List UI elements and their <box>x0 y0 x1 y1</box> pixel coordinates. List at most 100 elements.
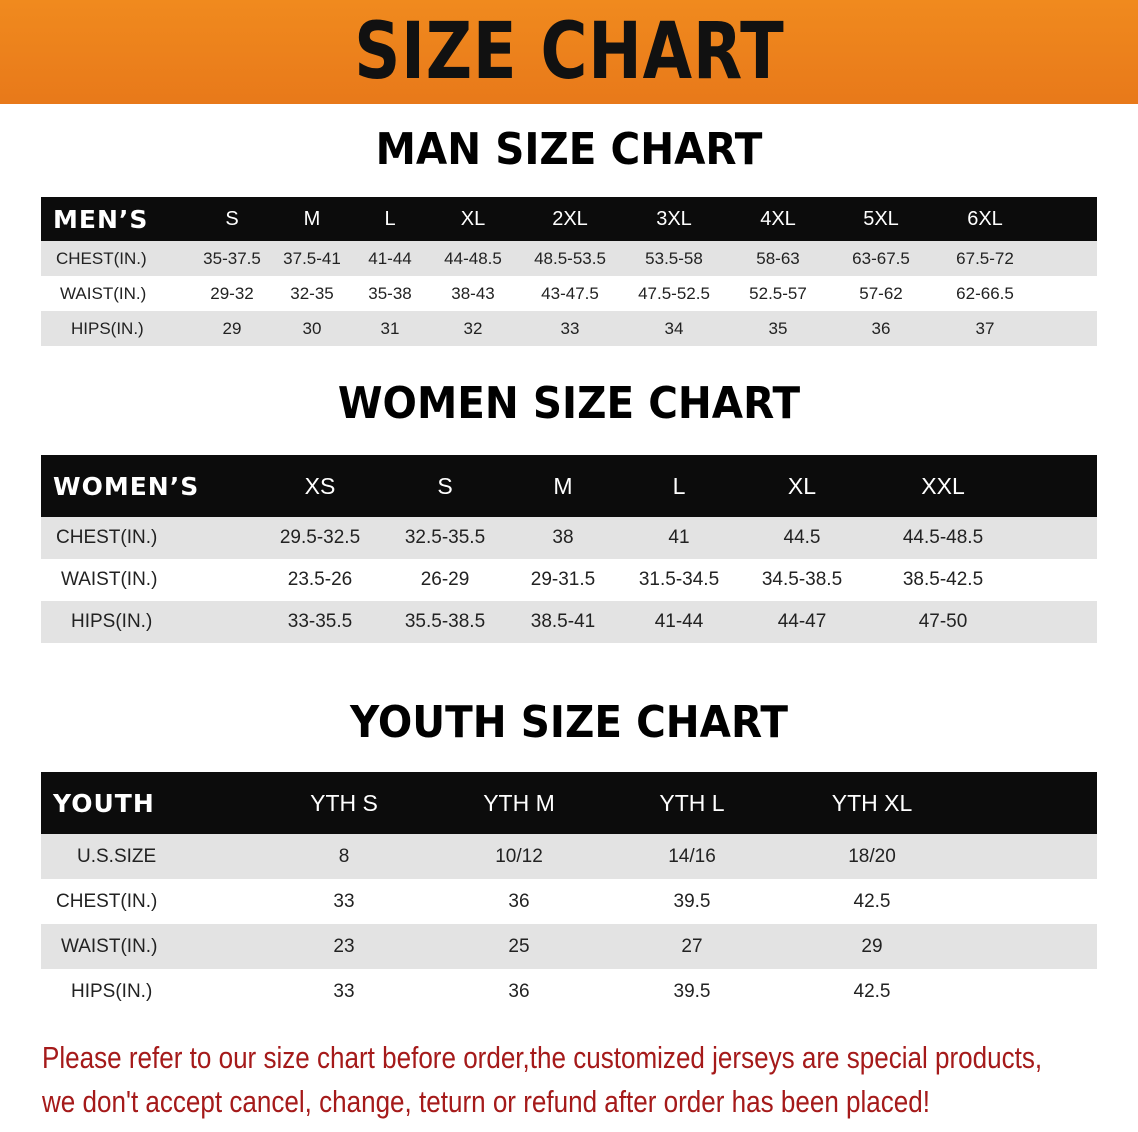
table-cell: 41-44 <box>368 248 412 268</box>
table-cell: 29 <box>861 935 883 957</box>
table-cell: 25 <box>508 935 530 957</box>
table-cell: 42.5 <box>853 890 891 912</box>
table-cell: 44-48.5 <box>444 248 502 268</box>
row-label: HIPS(IN.) <box>71 980 153 1002</box>
table-row: HIPS(IN.) 33 36 39.5 42.5 <box>41 969 1097 1014</box>
table-row: HIPS(IN.) 33-35.5 35.5-38.5 38.5-41 41-44 44-… <box>41 601 1097 643</box>
row-label: U.S.SIZE <box>77 845 157 867</box>
size-header: 4XL <box>760 207 796 230</box>
table-cell: 58-63 <box>756 248 800 268</box>
row-label: WAIST(IN.) <box>60 283 147 303</box>
table-cell: 39.5 <box>673 890 711 912</box>
table-cell: 23.5-26 <box>287 569 353 590</box>
banner: SIZE CHART <box>0 0 1138 104</box>
table-row: WAIST(IN.) 23 25 27 29 <box>41 924 1097 969</box>
size-header: XL <box>460 207 486 230</box>
size-header: S <box>437 472 453 499</box>
row-label: WAIST(IN.) <box>61 569 158 590</box>
table-cell: 41-44 <box>654 611 704 632</box>
table-cell: 41 <box>668 527 690 548</box>
table-cell: 31.5-34.5 <box>638 569 720 590</box>
table-cell: 37.5-41 <box>283 248 341 268</box>
size-header: M <box>553 472 573 499</box>
table-cell: 35 <box>768 318 788 338</box>
header-label: YOUTH <box>53 788 155 818</box>
table-cell: 42.5 <box>853 980 891 1002</box>
table-cell: 30 <box>302 318 322 338</box>
table-cell: 26-29 <box>420 569 470 590</box>
table-cell: 48.5-53.5 <box>534 248 606 268</box>
table-cell: 32-35 <box>290 283 334 303</box>
youth-title: YOUTH SIZE CHART <box>350 697 788 748</box>
size-header: M <box>303 207 321 230</box>
notice-line: we don't accept cancel, change, teturn o… <box>42 1084 931 1119</box>
size-header: XXL <box>921 472 965 499</box>
row-label: HIPS(IN.) <box>71 318 144 338</box>
banner-title: SIZE CHART <box>353 7 785 97</box>
table-cell: 33 <box>333 890 355 912</box>
table-row: HIPS(IN.) 29 30 31 32 33 34 35 36 37 <box>41 311 1097 346</box>
table-header: WOMEN’S XS S M L XL XXL <box>41 455 1097 517</box>
size-header: S <box>225 207 239 230</box>
table-cell: 38 <box>552 527 574 548</box>
header-label: MEN’S <box>53 204 149 234</box>
table-cell: 43-47.5 <box>541 283 599 303</box>
size-header: XS <box>304 472 336 499</box>
table-cell: 44.5-48.5 <box>902 527 984 548</box>
table-cell: 31 <box>380 318 400 338</box>
size-header: YTH M <box>483 789 555 816</box>
table-cell: 10/12 <box>495 845 543 867</box>
men-title: MAN SIZE CHART <box>375 124 763 175</box>
table-row: WAIST(IN.) 23.5-26 26-29 29-31.5 31.5-34.5 34… <box>41 559 1097 601</box>
table-cell: 32 <box>463 318 483 338</box>
table-cell: 62-66.5 <box>956 283 1014 303</box>
row-label: CHEST(IN.) <box>56 248 147 268</box>
size-header: YTH S <box>310 789 378 816</box>
table-cell: 38-43 <box>451 283 495 303</box>
table-cell: 27 <box>681 935 703 957</box>
table-cell: 38.5-42.5 <box>902 569 984 590</box>
size-header: YTH L <box>659 789 725 816</box>
table-cell: 29-32 <box>210 283 254 303</box>
table-cell: 52.5-57 <box>749 283 807 303</box>
size-header: L <box>672 472 686 499</box>
table-cell: 8 <box>338 845 350 867</box>
table-row: CHEST(IN.) 29.5-32.5 32.5-35.5 38 41 44.5 44.5… <box>41 517 1097 559</box>
row-label: HIPS(IN.) <box>71 611 153 632</box>
table-cell: 32.5-35.5 <box>404 527 486 548</box>
table-cell: 34.5-38.5 <box>761 569 843 590</box>
table-cell: 29.5-32.5 <box>279 527 361 548</box>
table-cell: 33-35.5 <box>287 611 353 632</box>
table-row: U.S.SIZE 8 10/12 14/16 18/20 <box>41 834 1097 879</box>
table-cell: 36 <box>871 318 891 338</box>
table-cell: 57-62 <box>859 283 903 303</box>
size-header: YTH XL <box>831 789 913 816</box>
table-row: CHEST(IN.) 33 36 39.5 42.5 <box>41 879 1097 924</box>
table-cell: 39.5 <box>673 980 711 1002</box>
table-cell: 44.5 <box>783 527 821 548</box>
table-row: WAIST(IN.) 29-32 32-35 35-38 38-43 43-47.5 47.… <box>41 276 1097 311</box>
table-cell: 18/20 <box>848 845 896 867</box>
row-label: WAIST(IN.) <box>61 935 158 957</box>
table-cell: 36 <box>508 890 530 912</box>
size-header: 3XL <box>656 207 692 230</box>
table-cell: 33 <box>560 318 580 338</box>
table-cell: 29 <box>222 318 242 338</box>
table-cell: 35.5-38.5 <box>404 611 486 632</box>
table-cell: 29-31.5 <box>530 569 596 590</box>
table-cell: 35-38 <box>368 283 412 303</box>
table-cell: 47.5-52.5 <box>638 283 710 303</box>
table-header: MEN’S S M L XL 2XL 3XL 4XL 5XL 6XL <box>41 197 1097 241</box>
table-row: CHEST(IN.) 35-37.5 37.5-41 41-44 44-48.5 48.5… <box>41 241 1097 276</box>
table-cell: 44-47 <box>777 611 827 632</box>
header-label: WOMEN’S <box>53 471 200 501</box>
size-header: L <box>384 207 396 230</box>
table-cell: 33 <box>333 980 355 1002</box>
size-header: 6XL <box>967 207 1003 230</box>
table-cell: 35-37.5 <box>203 248 261 268</box>
table-cell: 38.5-41 <box>530 611 596 632</box>
size-header: 5XL <box>863 207 899 230</box>
row-label: CHEST(IN.) <box>56 890 158 912</box>
table-header: YOUTH YTH S YTH M YTH L YTH XL <box>41 772 1097 834</box>
table-cell: 67.5-72 <box>956 248 1014 268</box>
